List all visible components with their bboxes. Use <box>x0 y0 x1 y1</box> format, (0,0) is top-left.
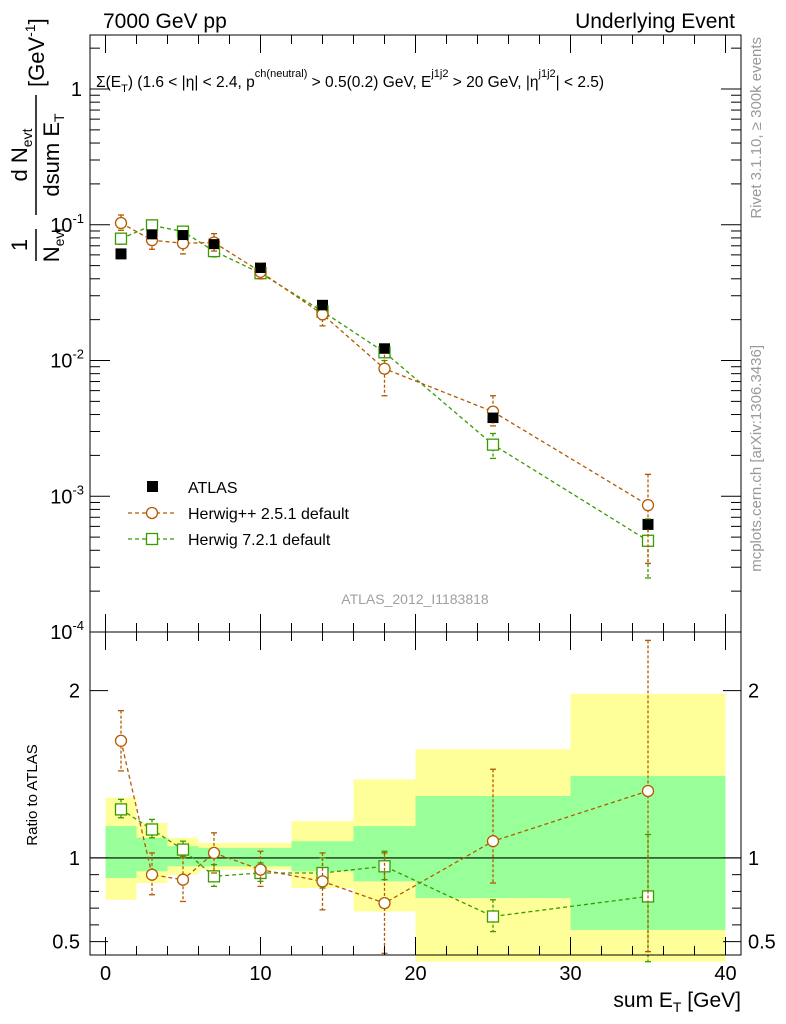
rivet-label: Rivet 3.1.10, ≥ 300k events <box>748 37 765 219</box>
watermark: ATLAS_2012_I1183818 <box>341 591 489 607</box>
header-right: Underlying Event <box>575 10 735 33</box>
herwig7-point <box>114 232 128 245</box>
herwigpp-line <box>120 222 649 506</box>
ratio-herwigpp-point <box>316 875 329 888</box>
svg-text:1: 1 <box>7 239 32 251</box>
atlas-point-top <box>379 343 390 354</box>
lower-ticks: 0 10 20 30 40 0.5 0.5 1 1 2 2 <box>52 632 776 985</box>
ratio-herwigpp-point <box>145 868 159 881</box>
atlas-point-top <box>116 248 126 259</box>
atlas-point-top <box>488 412 498 423</box>
y-tick-label: 0.5 <box>52 932 80 954</box>
atlas-point-top <box>643 519 653 530</box>
ratio-herwigpp-point <box>378 896 391 910</box>
herwigpp-point <box>378 362 391 375</box>
herwigpp-point <box>641 498 655 512</box>
y-tick-label: 10-1 <box>50 211 84 237</box>
y-tick-label: 1 <box>69 848 80 870</box>
svg-text:dsum ET: dsum ET <box>39 113 67 197</box>
svg-text:Nevt: Nevt <box>39 228 67 263</box>
x-tick-label: 0 <box>100 963 111 985</box>
atlas-point-top <box>209 239 219 250</box>
y-tick-label: 1 <box>71 79 82 101</box>
y-tick-label: 10-4 <box>50 618 84 644</box>
ratio-herwig7-point <box>207 870 221 883</box>
header-left: 7000 GeV pp <box>103 10 227 33</box>
band-green <box>291 841 354 872</box>
y-tick-label: 10-3 <box>50 482 84 508</box>
legend-herwig7-label: Herwig 7.2.1 default <box>188 532 331 549</box>
herwig7-point <box>145 219 159 232</box>
ratio-herwig7-point <box>486 910 500 923</box>
svg-text:d Nevt: d Nevt <box>7 128 35 181</box>
lower-marks <box>90 639 741 963</box>
upper-title: Σ(ET) (1.6 < |η| < 2.4, pch(neutral) > 0… <box>96 68 604 95</box>
ratio-herwigpp-point <box>641 784 655 798</box>
herwigpp-point <box>114 216 128 230</box>
y-tick-label-right: 0.5 <box>748 932 776 954</box>
upper-panel: 10-4 10-3 10-2 10-1 1 Σ(ET) (1.6 < |η| < 2.4… <box>7 18 742 644</box>
x-tick-label: 30 <box>559 963 581 985</box>
y-tick-label-right: 1 <box>748 848 759 870</box>
atlas-point-top <box>255 263 266 274</box>
legend-herwigpp: Herwig++ 2.5.1 default <box>128 506 350 523</box>
x-tick-label: 40 <box>714 963 736 985</box>
xlabel: sum ET [GeV] <box>613 989 741 1015</box>
ratio-herwig7-point <box>176 843 190 856</box>
mcplots-label: mcplots.cern.ch [arXiv:1306.3436] <box>748 345 765 572</box>
lower-ylabel: Ratio to ATLAS <box>24 744 41 845</box>
svg-text:[GeV-1]: [GeV-1] <box>22 18 49 87</box>
y-tick-label-right: 2 <box>748 681 759 703</box>
atlas-point-top <box>317 300 328 311</box>
ratio-herwig7-point <box>145 823 159 836</box>
legend-herwigpp-label: Herwig++ 2.5.1 default <box>188 506 350 523</box>
herwig7-line <box>120 224 649 542</box>
ratio-herwigpp-point <box>176 873 190 886</box>
legend-atlas-label: ATLAS <box>188 480 238 497</box>
band-green <box>105 826 137 879</box>
legend-atlas: ATLAS <box>147 480 238 497</box>
herwig7-point <box>486 438 500 451</box>
herwigpp-point <box>316 308 329 321</box>
y-tick-label: 10-2 <box>50 347 84 373</box>
ratio-herwigpp-point <box>207 846 221 860</box>
upper-marks <box>114 214 655 579</box>
legend: ATLAS Herwig++ 2.5.1 default Herwig 7.2.… <box>128 480 350 549</box>
upper-ticks: 10-4 10-3 10-2 10-1 1 <box>50 35 741 644</box>
ratio-herwigpp-point <box>486 835 500 848</box>
y-tick-label: 2 <box>69 681 80 703</box>
ratio-herwigpp-point <box>254 863 267 876</box>
ratio-herwig7-point <box>114 803 128 816</box>
x-tick-label: 10 <box>249 963 271 985</box>
x-tick-label: 20 <box>404 963 426 985</box>
ratio-herwigpp-point <box>114 734 128 747</box>
atlas-point-top <box>147 229 157 240</box>
legend-herwig7: Herwig 7.2.1 default <box>128 532 331 549</box>
lower-panel: 0 10 20 30 40 0.5 0.5 1 1 2 2 Ratio to ATLAS sum E… <box>24 631 776 1015</box>
atlas-point-top <box>178 230 188 241</box>
